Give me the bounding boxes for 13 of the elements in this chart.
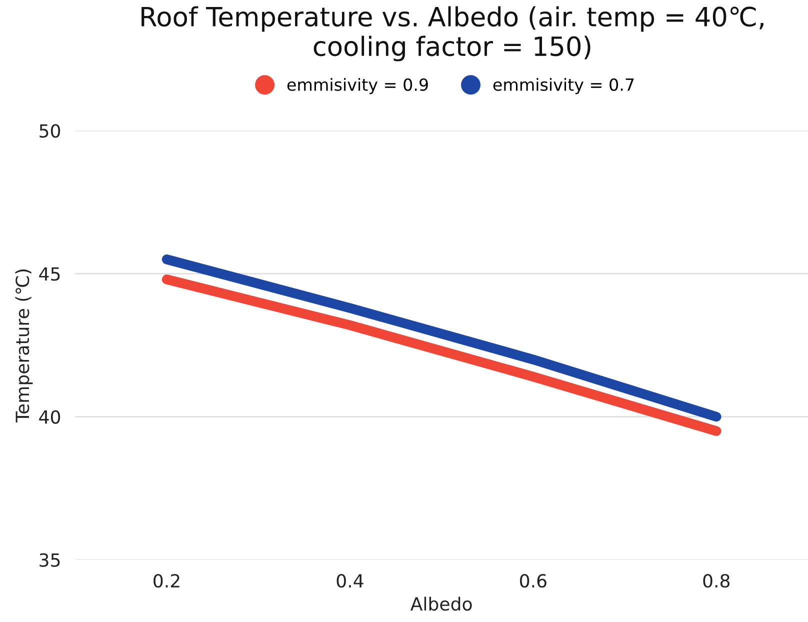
y-axis-title: Temperature (℃) [15,270,33,422]
chart-title: Roof Temperature vs. Albedo (air. temp = 40℃, cooling factor = 150) [142,6,764,62]
y-tick-label: 40 [39,410,60,424]
x-axis-title: Albedo [410,596,472,611]
x-tick-label: 0.8 [703,574,730,588]
y-tick-label: 35 [40,553,60,567]
x-tick-label: 0.4 [336,574,364,588]
legend-label: emmisivity = 0.7 [493,78,634,94]
x-tick-label: 0.2 [154,574,180,588]
y-tick-label: 45 [39,267,60,281]
x-tick-label: 0.6 [520,574,546,588]
legend-label: emmisivity = 0.9 [287,78,428,94]
y-tick-label: 50 [40,124,60,138]
